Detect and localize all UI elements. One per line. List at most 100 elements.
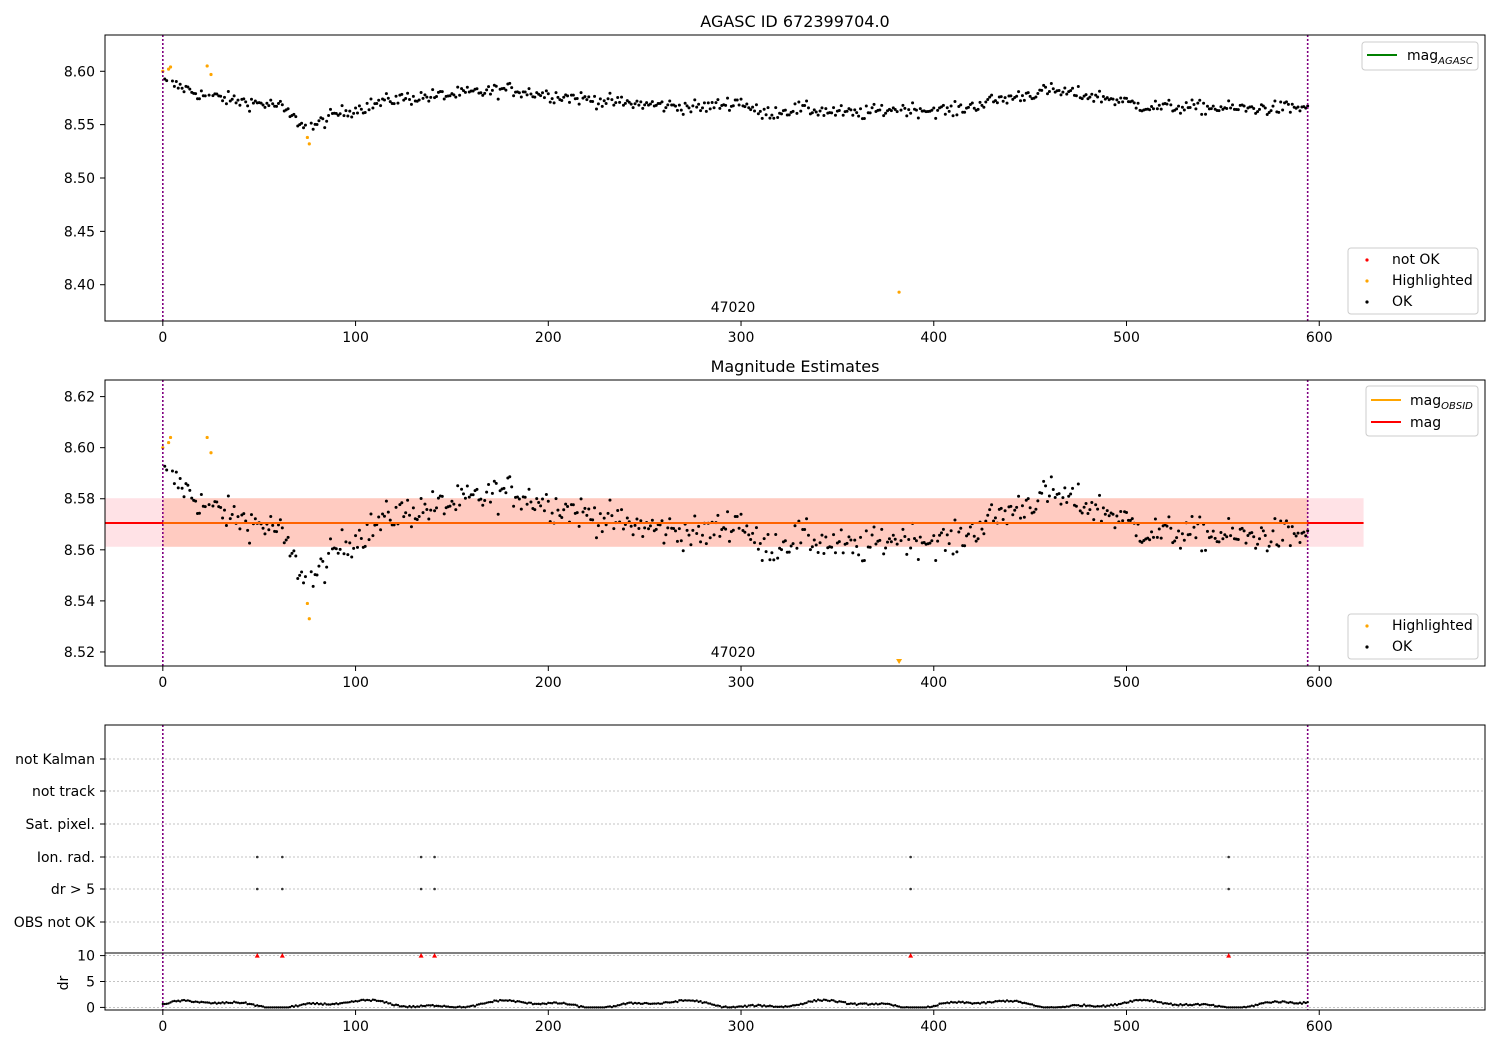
data-point (1231, 103, 1235, 107)
data-point (194, 499, 198, 503)
dr-point (1192, 1003, 1196, 1006)
dr-point (292, 1005, 296, 1008)
data-point (770, 113, 774, 117)
dr-point (331, 1002, 334, 1006)
dr-point (1183, 1003, 1186, 1006)
data-point (338, 547, 342, 551)
data-point (918, 107, 922, 111)
data-point (371, 106, 375, 110)
data-point (411, 506, 415, 510)
data-point (932, 106, 936, 110)
data-point (278, 99, 282, 103)
dr-point (732, 1005, 735, 1008)
dr-point (861, 1002, 864, 1005)
flag-point (419, 855, 423, 859)
data-point (988, 508, 992, 512)
dr-point (826, 999, 829, 1002)
dr-point (506, 999, 510, 1002)
data-point (186, 483, 190, 487)
dr-point (708, 1002, 712, 1005)
dr-point (427, 1004, 430, 1007)
data-point (980, 527, 984, 531)
dr-point (1240, 1006, 1244, 1009)
data-point (679, 108, 683, 112)
data-point (394, 505, 398, 509)
data-point (905, 114, 909, 118)
dr-point (1027, 1002, 1030, 1006)
dr-point (1023, 1001, 1026, 1005)
dr-point (566, 1003, 569, 1006)
data-point (633, 102, 637, 106)
data-point (1019, 99, 1023, 103)
data-point (1281, 108, 1285, 112)
dr-point (171, 1000, 174, 1003)
dr-point (354, 999, 357, 1003)
panel-title: AGASC ID 672399704.0 (700, 12, 889, 31)
data-point (352, 111, 356, 115)
data-point (882, 114, 886, 118)
axes-frame (104, 724, 1486, 1011)
dr-point (254, 1004, 257, 1008)
data-point (957, 530, 961, 534)
data-point (760, 116, 764, 120)
data-point (743, 105, 747, 109)
dr-point (824, 998, 828, 1002)
x-tick-label: 0 (158, 330, 167, 346)
dr-point (816, 998, 820, 1001)
data-point (1219, 105, 1223, 109)
dr-point (774, 1005, 777, 1008)
data-point (392, 102, 396, 106)
dr-point (335, 1002, 338, 1005)
data-point (1113, 103, 1117, 107)
data-point (972, 106, 976, 110)
dr-point (682, 999, 685, 1003)
data-point (1040, 88, 1044, 92)
dr-point (581, 1005, 585, 1008)
dr-points (161, 953, 1309, 1009)
dr-point (1242, 1005, 1246, 1009)
data-point (1167, 515, 1171, 519)
dr-point (664, 1001, 668, 1004)
data-point (1229, 534, 1233, 538)
data-point (251, 101, 255, 105)
dr-point (670, 1001, 673, 1004)
data-point (452, 502, 456, 506)
dr-point (735, 1005, 739, 1009)
data-point (635, 99, 639, 103)
dr-point (1042, 1006, 1045, 1009)
dr-point (1048, 1006, 1051, 1009)
data-point (702, 101, 706, 105)
data-point (475, 487, 479, 491)
data-point (641, 106, 645, 110)
data-point (302, 126, 306, 130)
data-point (1034, 507, 1038, 511)
dr-point (911, 1006, 914, 1009)
data-point (541, 497, 545, 501)
dr-point (1000, 999, 1003, 1003)
data-point (421, 96, 425, 100)
data-point (631, 533, 635, 537)
data-point (893, 108, 897, 112)
data-point (1017, 494, 1021, 498)
data-point (542, 96, 546, 100)
data-point (770, 551, 774, 555)
legend-markers: Highlighted OK (1347, 613, 1479, 660)
dr-point (533, 1002, 537, 1006)
dr-point (389, 1002, 392, 1005)
dr-point (1275, 1000, 1279, 1003)
data-point (577, 524, 581, 528)
dr-point (178, 1000, 182, 1003)
panel-magnitude-estimates: Magnitude Estimates 47020 0 100 200 300 400 5… (64, 357, 1486, 691)
dr-point (560, 1002, 563, 1005)
data-point (818, 109, 822, 113)
dr-point (315, 1001, 319, 1005)
dr-point (365, 998, 369, 1002)
data-point (1111, 97, 1115, 101)
data-point (176, 86, 180, 90)
data-point (278, 518, 282, 522)
data-point (404, 511, 408, 515)
data-point (224, 102, 228, 106)
data-point (302, 581, 306, 585)
dr-point (417, 1005, 421, 1008)
data-point (488, 500, 492, 504)
